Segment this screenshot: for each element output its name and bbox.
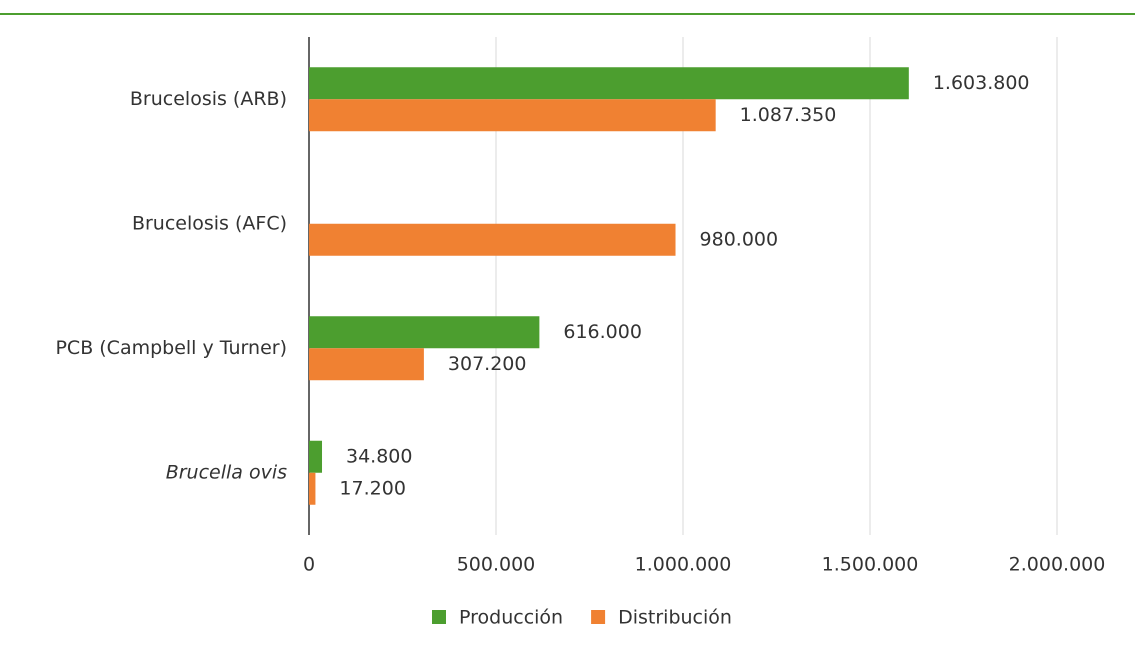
x-tick-label: 500.000	[457, 554, 536, 576]
x-tick-label: 2.000.000	[1009, 554, 1106, 576]
value-label: 34.800	[346, 445, 412, 467]
bar	[309, 440, 323, 473]
bar	[309, 67, 909, 100]
bar	[309, 99, 716, 132]
value-label: 1.087.350	[740, 104, 837, 126]
x-tick-label: 0	[303, 554, 315, 576]
bar	[309, 316, 540, 349]
legend-swatch	[591, 610, 606, 624]
legend-swatch	[432, 610, 446, 624]
bar	[309, 348, 424, 381]
y-tick-label: Brucelosis (ARB)	[130, 88, 287, 110]
value-label: 1.603.800	[933, 72, 1030, 94]
legend-label: Distribución	[618, 607, 732, 629]
value-label: 17.200	[339, 477, 405, 499]
y-tick-label: Brucelosis (AFC)	[132, 212, 287, 234]
y-tick-label: PCB (Campbell y Turner)	[55, 337, 287, 359]
value-label: 307.200	[448, 353, 527, 375]
value-label: 980.000	[700, 228, 779, 250]
bar	[309, 472, 316, 505]
bar	[309, 223, 676, 256]
value-label: 616.000	[563, 321, 642, 343]
y-tick-label: Brucella ovis	[166, 461, 287, 483]
x-tick-label: 1.000.000	[635, 554, 732, 576]
legend-label: Producción	[459, 607, 563, 629]
x-tick-label: 1.500.000	[822, 554, 919, 576]
